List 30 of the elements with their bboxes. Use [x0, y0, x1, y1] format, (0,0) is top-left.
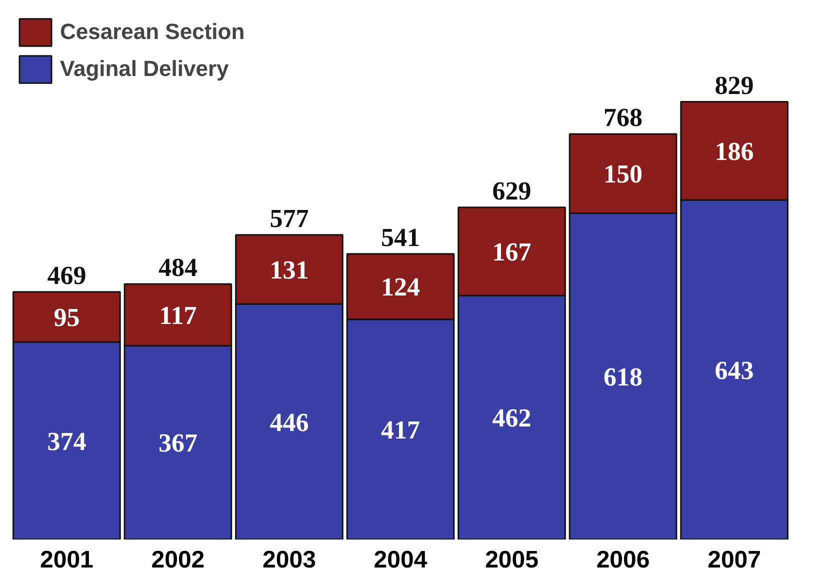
data-label: 167 — [492, 237, 532, 266]
total-label: 829 — [714, 70, 754, 100]
x-tick-label: 2005 — [485, 546, 538, 574]
data-label: 618 — [604, 362, 643, 392]
legend-label: Vaginal Delivery — [60, 56, 229, 82]
data-label: 131 — [270, 255, 309, 284]
total-label: 484 — [158, 252, 198, 282]
x-tick-label: 2006 — [596, 546, 650, 574]
x-tick-label: 2001 — [40, 546, 94, 574]
total-label: 629 — [492, 176, 532, 206]
data-label: 95 — [54, 302, 80, 332]
data-label: 446 — [270, 408, 309, 437]
total-label: 469 — [47, 260, 86, 290]
x-tick-label: 2007 — [708, 546, 761, 574]
data-label: 417 — [381, 415, 420, 444]
legend-label: Cesarean Section — [60, 19, 245, 45]
data-label: 643 — [714, 356, 754, 385]
data-label: 150 — [604, 160, 643, 189]
total-label: 541 — [381, 222, 420, 252]
total-label: 768 — [604, 103, 643, 132]
data-label: 124 — [381, 272, 420, 302]
x-tick-label: 2004 — [374, 546, 428, 574]
x-tick-label: 2002 — [151, 546, 205, 574]
data-label: 117 — [159, 300, 197, 330]
data-label: 374 — [47, 426, 86, 456]
total-label: 577 — [270, 204, 309, 233]
data-label: 367 — [158, 428, 198, 458]
x-tick-label: 2003 — [262, 546, 316, 574]
data-label: 186 — [714, 136, 754, 166]
data-label: 462 — [492, 404, 532, 433]
